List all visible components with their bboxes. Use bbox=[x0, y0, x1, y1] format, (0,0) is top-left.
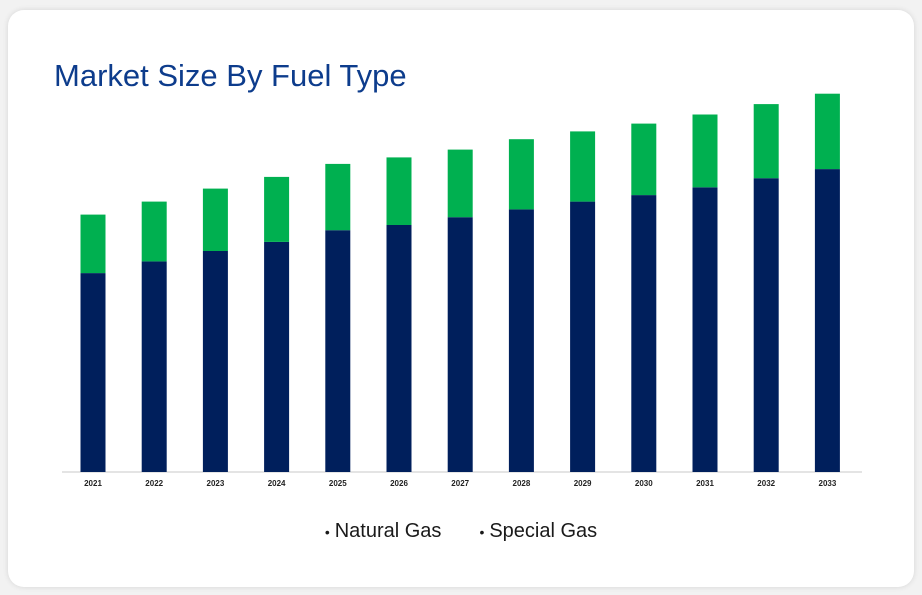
chart-legend: • Natural Gas • Special Gas bbox=[8, 520, 914, 543]
x-tick-label-2026: 2026 bbox=[390, 479, 408, 488]
bar-special-gas-2022 bbox=[141, 201, 167, 262]
legend-item-natural-gas[interactable]: • Natural Gas bbox=[325, 520, 442, 543]
bar-natural-gas-2030 bbox=[631, 195, 657, 472]
x-tick-label-2025: 2025 bbox=[329, 479, 347, 488]
x-tick-label-2027: 2027 bbox=[451, 479, 469, 488]
legend-label-special-gas: Special Gas bbox=[489, 520, 598, 542]
x-tick-label-2030: 2030 bbox=[635, 479, 653, 488]
legend-item-special-gas[interactable]: • Special Gas bbox=[479, 520, 597, 543]
x-tick-label-2033: 2033 bbox=[819, 479, 837, 488]
x-tick-label-2029: 2029 bbox=[574, 479, 592, 488]
legend-bullet-natural-gas: • bbox=[324, 523, 330, 540]
bar-special-gas-2024 bbox=[264, 176, 290, 242]
bar-special-gas-2027 bbox=[447, 149, 473, 218]
bar-special-gas-2023 bbox=[202, 188, 228, 251]
legend-label-natural-gas: Natural Gas bbox=[334, 520, 442, 542]
bar-special-gas-2030 bbox=[631, 123, 657, 196]
x-tick-label-2024: 2024 bbox=[268, 479, 286, 488]
x-tick-label-2028: 2028 bbox=[513, 479, 531, 488]
bar-natural-gas-2032 bbox=[753, 178, 779, 472]
bar-natural-gas-2033 bbox=[814, 169, 840, 472]
x-tick-label-2022: 2022 bbox=[145, 479, 163, 488]
bar-special-gas-2029 bbox=[570, 131, 596, 202]
bar-special-gas-2031 bbox=[692, 114, 718, 188]
legend-bullet-special-gas: • bbox=[479, 523, 485, 540]
bar-special-gas-2021 bbox=[80, 214, 106, 274]
chart-title: Market Size By Fuel Type bbox=[54, 58, 407, 93]
bar-natural-gas-2021 bbox=[80, 273, 106, 472]
bar-natural-gas-2031 bbox=[692, 187, 718, 473]
bar-natural-gas-2025 bbox=[325, 230, 351, 472]
bar-special-gas-2028 bbox=[508, 139, 534, 210]
bar-natural-gas-2023 bbox=[202, 251, 228, 472]
chart-card: Market Size By Fuel Type 2021 2022 2023 202… bbox=[8, 10, 914, 587]
bar-natural-gas-2029 bbox=[570, 201, 596, 472]
x-tick-labels: 2021 2022 2023 2024 2025 2026 2027 2028 2029 2030… bbox=[84, 479, 837, 488]
bar-special-gas-2025 bbox=[325, 163, 351, 231]
bar-natural-gas-2026 bbox=[386, 225, 412, 472]
x-tick-label-2023: 2023 bbox=[207, 479, 225, 488]
stacked-bar-chart: 2021 2022 2023 2024 2025 2026 2027 2028 2029 2030… bbox=[62, 93, 862, 488]
bars-group bbox=[80, 93, 840, 473]
bar-natural-gas-2028 bbox=[508, 209, 534, 472]
x-tick-label-2032: 2032 bbox=[757, 479, 775, 488]
x-tick-label-2031: 2031 bbox=[696, 479, 714, 488]
bar-special-gas-2033 bbox=[814, 93, 840, 170]
bar-natural-gas-2022 bbox=[141, 261, 167, 472]
bar-natural-gas-2027 bbox=[447, 217, 473, 472]
bar-special-gas-2032 bbox=[753, 104, 779, 179]
bar-natural-gas-2024 bbox=[264, 241, 290, 472]
bar-special-gas-2026 bbox=[386, 157, 412, 225]
x-tick-label-2021: 2021 bbox=[84, 479, 102, 488]
